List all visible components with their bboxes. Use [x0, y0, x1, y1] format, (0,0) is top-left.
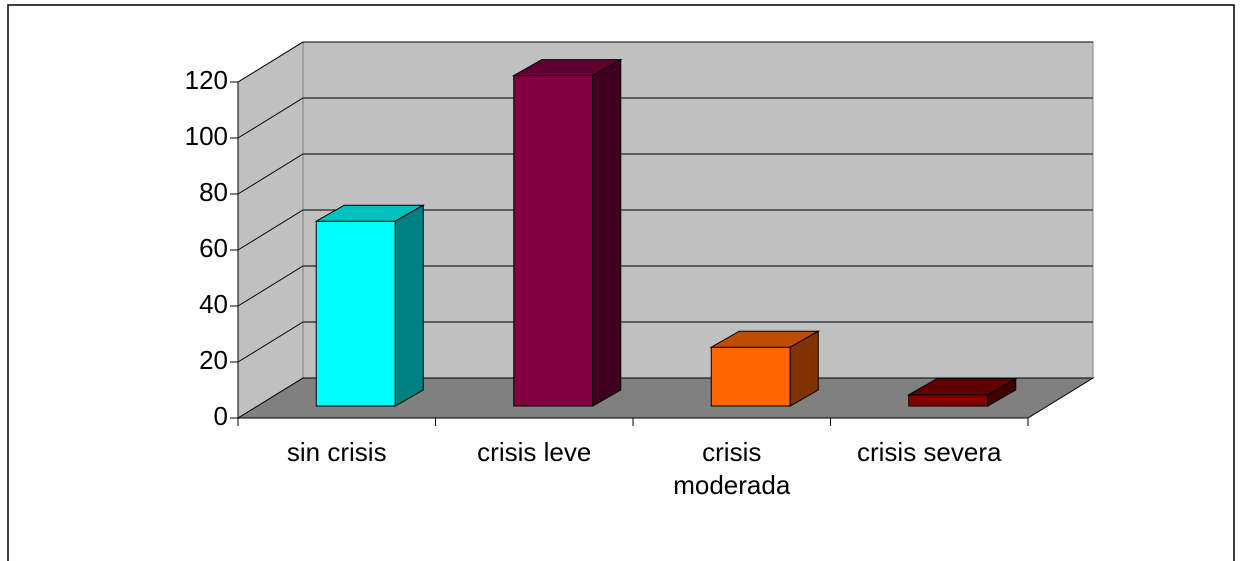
grid-line [237, 321, 1093, 363]
bar-front [710, 346, 791, 407]
x-tick-label: crisis moderada [673, 437, 791, 500]
grid-line [237, 265, 1093, 307]
bar-side [394, 204, 424, 407]
y-tick-label: 60 [199, 233, 228, 263]
y-tick-label: 120 [185, 65, 228, 95]
y-tick-label: 0 [214, 401, 228, 431]
bar-front [513, 75, 594, 407]
y-tick-label: 80 [199, 177, 228, 207]
y-tick-label: 20 [199, 345, 228, 375]
chart-frame [7, 4, 1235, 561]
bar-side [987, 377, 1017, 407]
y-tick-label: 40 [199, 289, 228, 319]
bar-side [789, 330, 819, 407]
grid-line [237, 153, 1093, 195]
x-tick-label: sin crisis [286, 437, 387, 467]
grid-line [237, 97, 1093, 139]
bar-front [908, 394, 989, 407]
grid-line [237, 209, 1093, 251]
y-tick-label: 100 [185, 121, 228, 151]
grid-line [237, 41, 1093, 83]
x-tick-label: crisis severa [857, 437, 1002, 467]
bar-side [592, 58, 622, 407]
bar-front [315, 220, 396, 407]
x-tick-label: crisis leve [477, 437, 592, 467]
